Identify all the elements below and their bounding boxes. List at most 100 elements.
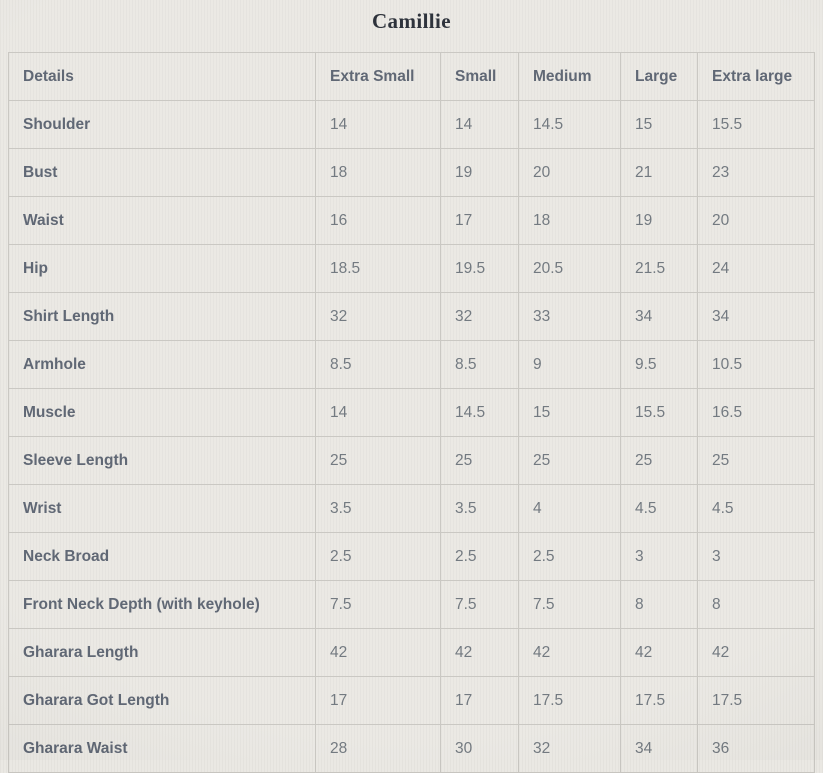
cell: 7.5 bbox=[518, 580, 621, 629]
cell: 25 bbox=[315, 436, 441, 485]
column-header-small: Small bbox=[440, 52, 519, 101]
cell: 15.5 bbox=[697, 100, 815, 149]
row-label-bust: Bust bbox=[8, 148, 316, 197]
cell: 14 bbox=[315, 100, 441, 149]
table-row: Gharara Got Length 17 17 17.5 17.5 17.5 bbox=[8, 676, 815, 725]
column-header-extra-large: Extra large bbox=[697, 52, 815, 101]
row-label-muscle: Muscle bbox=[8, 388, 316, 437]
table-row: Armhole 8.5 8.5 9 9.5 10.5 bbox=[8, 340, 815, 389]
cell: 17 bbox=[440, 676, 519, 725]
table-row: Shirt Length 32 32 33 34 34 bbox=[8, 292, 815, 341]
cell: 8.5 bbox=[440, 340, 519, 389]
size-chart-table: Details Extra Small Small Medium Large Extra … bbox=[8, 52, 815, 773]
cell: 19 bbox=[620, 196, 698, 245]
cell: 42 bbox=[697, 628, 815, 677]
cell: 21 bbox=[620, 148, 698, 197]
row-label-gharara-waist: Gharara Waist bbox=[8, 724, 316, 773]
cell: 17 bbox=[315, 676, 441, 725]
table-row: Bust 18 19 20 21 23 bbox=[8, 148, 815, 197]
cell: 15 bbox=[620, 100, 698, 149]
cell: 36 bbox=[697, 724, 815, 773]
row-label-gharara-got-length: Gharara Got Length bbox=[8, 676, 316, 725]
table-row: Sleeve Length 25 25 25 25 25 bbox=[8, 436, 815, 485]
cell: 2.5 bbox=[440, 532, 519, 581]
cell: 32 bbox=[518, 724, 621, 773]
table-row: Front Neck Depth (with keyhole) 7.5 7.5 7.5… bbox=[8, 580, 815, 629]
cell: 17.5 bbox=[518, 676, 621, 725]
cell: 17.5 bbox=[620, 676, 698, 725]
row-label-shoulder: Shoulder bbox=[8, 100, 316, 149]
cell: 8 bbox=[620, 580, 698, 629]
cell: 8 bbox=[697, 580, 815, 629]
cell: 18 bbox=[315, 148, 441, 197]
cell: 25 bbox=[440, 436, 519, 485]
cell: 7.5 bbox=[315, 580, 441, 629]
cell: 3.5 bbox=[315, 484, 441, 533]
cell: 20.5 bbox=[518, 244, 621, 293]
cell: 7.5 bbox=[440, 580, 519, 629]
cell: 25 bbox=[697, 436, 815, 485]
row-label-wrist: Wrist bbox=[8, 484, 316, 533]
cell: 8.5 bbox=[315, 340, 441, 389]
cell: 32 bbox=[315, 292, 441, 341]
cell: 17.5 bbox=[697, 676, 815, 725]
row-label-armhole: Armhole bbox=[8, 340, 316, 389]
size-chart-body: Shoulder 14 14 14.5 15 15.5 Bust 18 19 20 21 23 Wais… bbox=[8, 100, 815, 773]
row-label-gharara-length: Gharara Length bbox=[8, 628, 316, 677]
cell: 34 bbox=[620, 724, 698, 773]
cell: 42 bbox=[620, 628, 698, 677]
table-row: Waist 16 17 18 19 20 bbox=[8, 196, 815, 245]
cell: 42 bbox=[518, 628, 621, 677]
cell: 34 bbox=[620, 292, 698, 341]
column-header-medium: Medium bbox=[518, 52, 621, 101]
cell: 32 bbox=[440, 292, 519, 341]
cell: 21.5 bbox=[620, 244, 698, 293]
row-label-hip: Hip bbox=[8, 244, 316, 293]
table-row: Neck Broad 2.5 2.5 2.5 3 3 bbox=[8, 532, 815, 581]
cell: 18.5 bbox=[315, 244, 441, 293]
cell: 4.5 bbox=[620, 484, 698, 533]
cell: 9.5 bbox=[620, 340, 698, 389]
table-row: Muscle 14 14.5 15 15.5 16.5 bbox=[8, 388, 815, 437]
column-header-large: Large bbox=[620, 52, 698, 101]
cell: 3 bbox=[620, 532, 698, 581]
cell: 10.5 bbox=[697, 340, 815, 389]
table-row: Wrist 3.5 3.5 4 4.5 4.5 bbox=[8, 484, 815, 533]
table-row: Gharara Waist 28 30 32 34 36 bbox=[8, 724, 815, 773]
cell: 16.5 bbox=[697, 388, 815, 437]
cell: 17 bbox=[440, 196, 519, 245]
cell: 4 bbox=[518, 484, 621, 533]
row-label-front-neck-depth-with-keyhole: Front Neck Depth (with keyhole) bbox=[8, 580, 316, 629]
cell: 24 bbox=[697, 244, 815, 293]
cell: 9 bbox=[518, 340, 621, 389]
cell: 2.5 bbox=[315, 532, 441, 581]
cell: 3.5 bbox=[440, 484, 519, 533]
cell: 19 bbox=[440, 148, 519, 197]
cell: 25 bbox=[518, 436, 621, 485]
cell: 30 bbox=[440, 724, 519, 773]
column-header-extra-small: Extra Small bbox=[315, 52, 441, 101]
cell: 14 bbox=[440, 100, 519, 149]
cell: 18 bbox=[518, 196, 621, 245]
cell: 28 bbox=[315, 724, 441, 773]
table-row: Hip 18.5 19.5 20.5 21.5 24 bbox=[8, 244, 815, 293]
row-label-neck-broad: Neck Broad bbox=[8, 532, 316, 581]
cell: 19.5 bbox=[440, 244, 519, 293]
page-title: Camillie bbox=[371, 9, 452, 33]
cell: 23 bbox=[697, 148, 815, 197]
cell: 20 bbox=[518, 148, 621, 197]
cell: 33 bbox=[518, 292, 621, 341]
row-label-shirt-length: Shirt Length bbox=[8, 292, 316, 341]
cell: 4.5 bbox=[697, 484, 815, 533]
column-header-details: Details bbox=[8, 52, 316, 101]
header-row: Details Extra Small Small Medium Large Extra … bbox=[8, 52, 815, 101]
cell: 15 bbox=[518, 388, 621, 437]
cell: 14.5 bbox=[440, 388, 519, 437]
cell: 14.5 bbox=[518, 100, 621, 149]
cell: 25 bbox=[620, 436, 698, 485]
cell: 14 bbox=[315, 388, 441, 437]
cell: 16 bbox=[315, 196, 441, 245]
cell: 2.5 bbox=[518, 532, 621, 581]
cell: 3 bbox=[697, 532, 815, 581]
cell: 20 bbox=[697, 196, 815, 245]
